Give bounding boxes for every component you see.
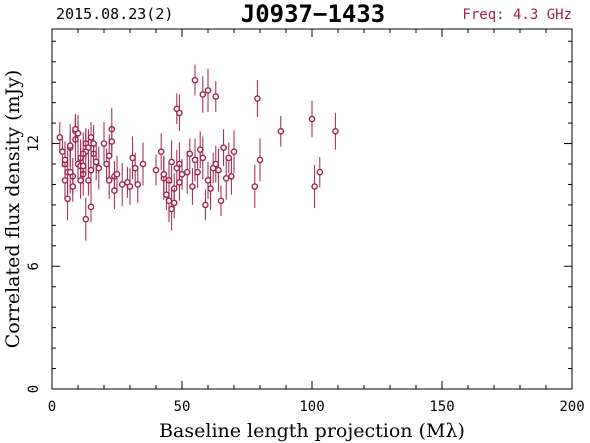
data-point <box>191 76 199 84</box>
y-axis-title: Correlated flux density (mJy) <box>2 70 24 349</box>
data-point <box>186 150 194 158</box>
data-point <box>212 93 220 100</box>
data-point <box>277 127 285 135</box>
data-point <box>207 185 214 192</box>
source-name-title: J0937−1433 <box>241 0 386 28</box>
data-point <box>77 177 84 184</box>
data-point <box>139 160 147 168</box>
data-point <box>92 158 100 166</box>
observation-date-label: 2015.08.23(2) <box>56 5 173 23</box>
data-point <box>111 187 118 194</box>
x-tick-label: 150 <box>429 399 454 415</box>
axis-ticks <box>51 29 573 390</box>
data-point <box>168 205 175 213</box>
y-tick-label: 12 <box>26 135 42 152</box>
data-point <box>194 168 201 176</box>
data-point <box>79 162 87 170</box>
data-point <box>131 164 139 172</box>
data-point <box>134 181 142 188</box>
data-point <box>308 115 316 123</box>
data-point <box>108 138 116 145</box>
x-tick-labels: 0 50 100 150 200 <box>48 399 585 415</box>
data-point <box>178 170 186 178</box>
data-point <box>118 181 126 188</box>
data-point <box>225 154 233 162</box>
data-point <box>199 91 207 98</box>
data-point <box>251 183 259 190</box>
data-point <box>212 160 220 168</box>
data-point <box>129 154 136 162</box>
data-point <box>87 134 95 141</box>
data-point <box>316 168 324 176</box>
frequency-label: Freq: 4.3 GHz <box>462 7 572 23</box>
y-tick-labels: 0 6 12 <box>26 135 42 393</box>
data-point <box>160 170 168 178</box>
data-point <box>157 148 165 156</box>
x-tick-label: 50 <box>174 399 191 415</box>
x-tick-label: 200 <box>559 399 584 415</box>
data-point <box>173 105 181 113</box>
data-point <box>168 158 175 166</box>
data-point <box>202 201 209 209</box>
data-point <box>332 127 339 135</box>
x-tick-label: 0 <box>48 399 56 415</box>
data-point <box>105 177 113 184</box>
data-point <box>87 166 95 174</box>
data-point <box>87 203 95 211</box>
data-point <box>66 142 74 149</box>
data-point <box>176 179 183 186</box>
data-point <box>199 154 207 162</box>
y-tick-label: 0 <box>26 385 42 393</box>
data-point <box>230 148 238 156</box>
data-point <box>170 199 178 207</box>
data-point <box>56 134 64 141</box>
data-point <box>220 144 227 151</box>
x-axis-title: Baseline length projection (Mλ) <box>159 420 465 442</box>
data-point <box>196 146 204 153</box>
data-point <box>95 164 103 172</box>
data-point <box>189 183 196 190</box>
data-point <box>254 95 261 102</box>
data-point <box>191 156 199 164</box>
data-point <box>228 172 235 180</box>
data-point <box>222 175 230 182</box>
plot-frame <box>51 28 573 390</box>
data-point <box>72 125 79 133</box>
data-point <box>204 87 212 94</box>
data-series <box>56 64 339 241</box>
data-point <box>90 140 97 147</box>
data-point <box>256 156 264 164</box>
data-point <box>311 183 318 190</box>
data-point <box>100 140 108 147</box>
data-point <box>183 168 191 176</box>
data-point <box>217 197 225 205</box>
data-point <box>103 160 110 168</box>
data-point <box>163 191 170 198</box>
data-point <box>204 177 212 184</box>
data-point <box>61 156 69 164</box>
data-point <box>215 166 222 174</box>
data-point <box>59 148 66 156</box>
x-tick-label: 100 <box>299 399 324 415</box>
data-point <box>126 183 134 190</box>
y-tick-label: 6 <box>26 262 42 270</box>
data-point <box>69 183 77 190</box>
data-point <box>113 170 121 178</box>
data-point <box>66 168 74 176</box>
data-point <box>152 166 160 174</box>
data-point <box>61 177 69 184</box>
data-point <box>64 195 71 203</box>
data-point <box>85 177 92 184</box>
data-point <box>105 152 113 160</box>
data-point <box>82 215 90 223</box>
data-point <box>165 197 173 205</box>
